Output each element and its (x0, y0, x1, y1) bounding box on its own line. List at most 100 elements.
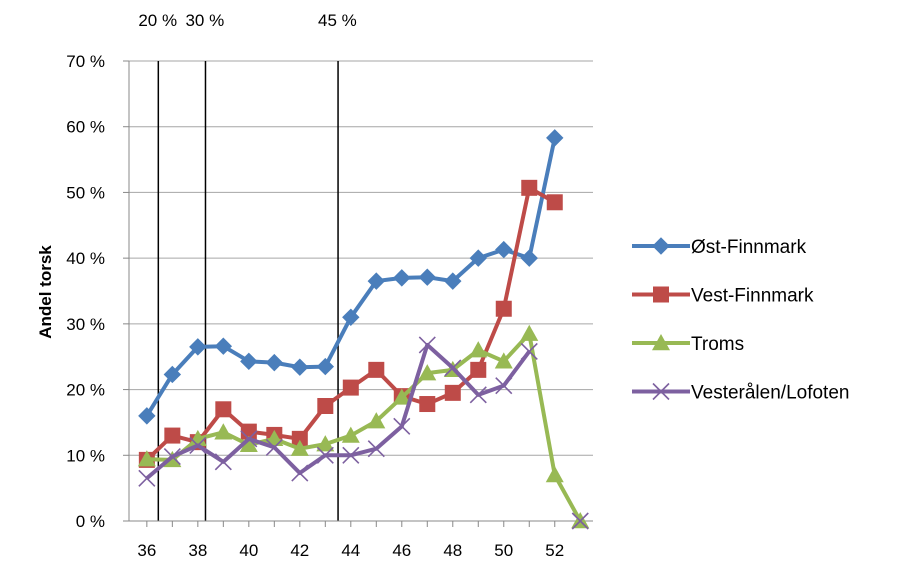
grid-lines (129, 60, 593, 456)
legend-item: Vesterålen/Lofoten (632, 383, 849, 404)
y-tick-labels: 0 % 10 % 20 % 30 % 40 % 50 % 60 % 70 % (66, 52, 105, 531)
legend-item: Øst-Finnmark (632, 237, 807, 258)
x-marker-stroke (342, 446, 360, 464)
y-axis-label: Andel torsk (36, 245, 55, 339)
y-tick-label: 60 % (66, 118, 105, 137)
diamond-marker (342, 308, 360, 326)
diamond-marker (495, 240, 513, 259)
legend: Øst-Finnmark Vest-Finnmark Troms Vesterålen… (632, 237, 849, 404)
x-marker-stroke (265, 438, 283, 456)
series-group (137, 129, 590, 530)
y-tick-label: 50 % (66, 183, 105, 202)
diamond-marker (163, 365, 182, 384)
square-marker (342, 379, 359, 396)
x-marker-stroke (393, 417, 411, 435)
x-tick-label: 52 (545, 541, 564, 560)
square-marker (215, 401, 232, 418)
square-marker (546, 194, 563, 211)
legend-label: Troms (691, 334, 744, 355)
diamond-marker (546, 129, 564, 147)
triangle-marker (652, 334, 670, 351)
x-marker-stroke (520, 342, 538, 361)
square-marker (419, 396, 436, 413)
triangle-marker (494, 352, 513, 369)
x-tick-label: 42 (290, 541, 309, 560)
diamond-marker (367, 272, 386, 290)
x-marker-stroke (652, 382, 670, 401)
vertical-line-label: 20 % (138, 11, 177, 30)
triangle-marker (316, 435, 335, 452)
x-marker-stroke (189, 436, 207, 454)
square-marker (653, 286, 669, 303)
series-line (145, 137, 557, 417)
legend-label: Vesterålen/Lofoten (691, 383, 849, 404)
triangle-marker (214, 423, 233, 440)
y-tick-label: 10 % (66, 446, 105, 465)
square-marker (368, 361, 385, 378)
x-marker-stroke (571, 512, 589, 530)
diamond-marker (652, 237, 670, 255)
y-tick-label: 0 % (76, 512, 105, 531)
square-marker (470, 361, 487, 378)
vertical-line-label: 45 % (318, 11, 357, 30)
triangle-marker (137, 450, 156, 467)
series-3 (138, 336, 589, 530)
x-marker-stroke (163, 448, 181, 466)
x-tick-labels: 36 38 40 42 44 46 48 50 52 (137, 541, 564, 560)
legend-label: Vest-Finnmark (691, 286, 814, 307)
triangle-marker (418, 364, 437, 381)
x-tick-label: 44 (341, 541, 360, 560)
x-tick-label: 40 (239, 541, 258, 560)
triangle-marker (392, 388, 411, 405)
y-tick-label: 20 % (66, 381, 105, 400)
diamond-marker (240, 352, 258, 371)
square-marker (521, 179, 538, 196)
x-marker-stroke (316, 446, 334, 464)
series-0 (138, 129, 564, 425)
x-tick-label: 48 (443, 541, 462, 560)
triangle-marker (367, 412, 386, 429)
diamond-marker (316, 357, 335, 376)
square-marker (444, 384, 461, 401)
legend-label: Øst-Finnmark (691, 237, 807, 258)
triangle-marker (239, 435, 258, 452)
series-1 (138, 179, 563, 468)
diamond-marker (469, 249, 487, 267)
diamond-marker (138, 407, 156, 425)
diamond-marker (418, 268, 436, 286)
y-tick-label: 70 % (66, 52, 105, 71)
square-marker (317, 398, 334, 414)
diamond-marker (393, 269, 411, 287)
series-line (145, 342, 531, 480)
diamond-marker (520, 249, 538, 267)
diamond-marker (189, 338, 207, 356)
triangle-marker (341, 426, 360, 443)
x-marker-stroke (214, 453, 232, 471)
y-tick-label: 40 % (66, 249, 105, 268)
vertical-reference-lines: 20 % 30 % 45 % (138, 11, 357, 521)
x-marker-stroke (291, 464, 309, 482)
x-marker-stroke (469, 386, 487, 404)
x-marker-stroke (418, 336, 436, 354)
x-marker-stroke (495, 377, 513, 395)
diamond-marker (291, 358, 309, 376)
vertical-line-label: 30 % (185, 11, 224, 30)
x-tick-label: 50 (494, 541, 513, 560)
axes (123, 60, 593, 527)
diamond-marker (214, 337, 233, 355)
legend-item: Troms (632, 334, 744, 355)
square-marker (495, 300, 512, 317)
y-tick-label: 30 % (66, 315, 105, 334)
x-tick-label: 36 (137, 541, 156, 560)
legend-item: Vest-Finnmark (632, 286, 814, 307)
triangle-marker (469, 341, 488, 358)
diamond-marker (265, 353, 284, 372)
triangle-marker (545, 466, 564, 483)
x-tick-label: 38 (188, 541, 207, 560)
square-marker (291, 430, 308, 447)
square-marker (164, 427, 181, 444)
x-marker-stroke (444, 359, 462, 377)
series-line (146, 331, 583, 522)
triangle-marker (290, 439, 309, 456)
